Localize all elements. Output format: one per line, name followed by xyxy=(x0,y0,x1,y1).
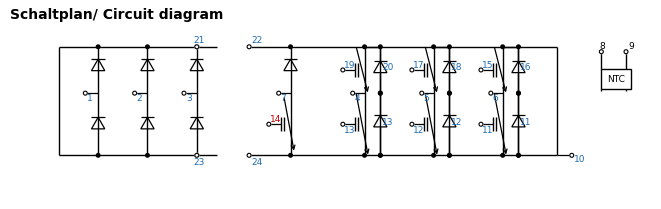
Text: 18: 18 xyxy=(451,64,463,73)
Circle shape xyxy=(195,154,198,157)
Text: 13: 13 xyxy=(344,126,356,135)
Circle shape xyxy=(341,122,345,126)
Circle shape xyxy=(351,91,355,95)
Circle shape xyxy=(447,45,451,48)
Circle shape xyxy=(501,154,504,157)
Text: 8: 8 xyxy=(600,42,605,51)
Circle shape xyxy=(432,154,436,157)
Circle shape xyxy=(145,45,149,48)
Text: 6: 6 xyxy=(493,94,498,103)
Circle shape xyxy=(489,91,493,95)
Circle shape xyxy=(624,50,628,54)
Circle shape xyxy=(379,154,382,157)
Circle shape xyxy=(517,45,520,48)
Circle shape xyxy=(195,45,199,49)
Circle shape xyxy=(133,91,137,95)
Text: 11: 11 xyxy=(482,126,494,135)
Circle shape xyxy=(517,91,520,95)
Text: 19: 19 xyxy=(344,61,356,70)
Circle shape xyxy=(420,91,424,95)
Text: 13: 13 xyxy=(382,118,394,127)
Text: 14: 14 xyxy=(270,115,281,124)
Circle shape xyxy=(195,45,198,48)
Text: 12: 12 xyxy=(451,118,463,127)
Circle shape xyxy=(145,154,149,157)
Circle shape xyxy=(447,91,451,95)
Circle shape xyxy=(432,45,436,48)
Text: Schaltplan/ Circuit diagram: Schaltplan/ Circuit diagram xyxy=(11,8,223,22)
Circle shape xyxy=(479,122,483,126)
Circle shape xyxy=(517,154,520,157)
Circle shape xyxy=(83,91,87,95)
Circle shape xyxy=(517,91,520,95)
Circle shape xyxy=(277,91,281,95)
Circle shape xyxy=(182,91,186,95)
Circle shape xyxy=(289,45,292,48)
Text: 5: 5 xyxy=(424,94,430,103)
Bar xyxy=(602,69,631,89)
Text: 21: 21 xyxy=(194,36,205,45)
Text: 1: 1 xyxy=(87,94,93,103)
Text: 4: 4 xyxy=(355,94,360,103)
Text: 10: 10 xyxy=(574,155,585,164)
Text: 24: 24 xyxy=(251,158,262,167)
Text: 9: 9 xyxy=(628,42,634,51)
Text: 2: 2 xyxy=(137,94,142,103)
Circle shape xyxy=(379,45,382,48)
Text: 17: 17 xyxy=(413,61,424,70)
Circle shape xyxy=(97,154,100,157)
Text: 23: 23 xyxy=(194,158,205,167)
Circle shape xyxy=(289,154,292,157)
Circle shape xyxy=(97,45,100,48)
Text: 22: 22 xyxy=(251,36,262,45)
Circle shape xyxy=(447,154,451,157)
Circle shape xyxy=(267,122,271,126)
Circle shape xyxy=(247,45,251,49)
Circle shape xyxy=(363,45,366,48)
Circle shape xyxy=(479,68,483,72)
Text: 15: 15 xyxy=(482,61,494,70)
Circle shape xyxy=(341,68,345,72)
Text: 20: 20 xyxy=(382,64,394,73)
Circle shape xyxy=(379,91,382,95)
Circle shape xyxy=(570,153,574,157)
Circle shape xyxy=(247,153,251,157)
Circle shape xyxy=(447,154,451,157)
Text: 12: 12 xyxy=(413,126,424,135)
Circle shape xyxy=(379,91,382,95)
Circle shape xyxy=(517,154,520,157)
Text: 7: 7 xyxy=(281,94,286,103)
Text: NTC: NTC xyxy=(607,75,625,84)
Circle shape xyxy=(410,68,414,72)
Circle shape xyxy=(195,153,199,157)
Text: 3: 3 xyxy=(186,94,192,103)
Text: 16: 16 xyxy=(520,64,532,73)
Circle shape xyxy=(447,91,451,95)
Circle shape xyxy=(600,50,603,54)
Circle shape xyxy=(363,154,366,157)
Circle shape xyxy=(501,45,504,48)
Circle shape xyxy=(410,122,414,126)
Text: 11: 11 xyxy=(520,118,532,127)
Circle shape xyxy=(379,154,382,157)
